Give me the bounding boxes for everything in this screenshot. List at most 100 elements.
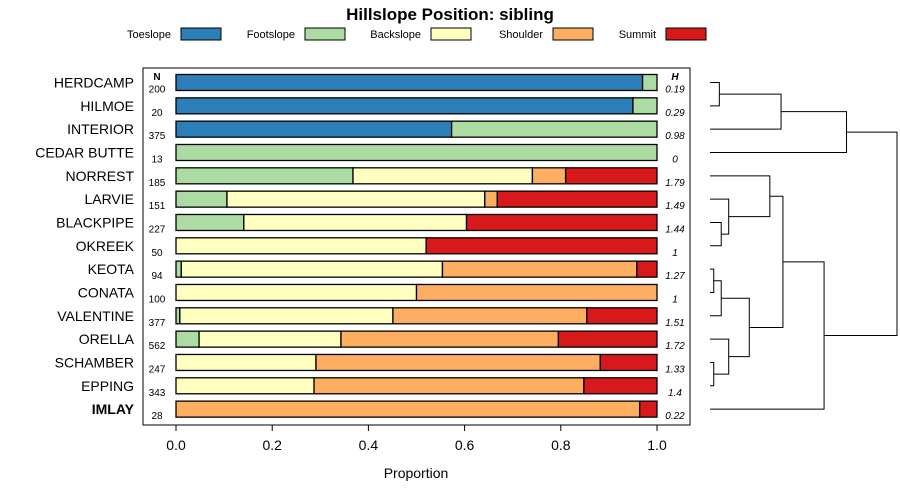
bar-orella-shoulder (340, 330, 560, 348)
h-value-herdcamp: 0.19 (665, 85, 685, 96)
row-label-cedar-butte: CEDAR BUTTE (35, 144, 134, 160)
row-label-hilmoe: HILMOE (80, 98, 134, 114)
x-tick-label-2: 0.4 (359, 437, 379, 453)
bar-keota-shoulder (441, 260, 638, 278)
bar-larvie-shoulder (484, 190, 498, 208)
legend-label-summit: Summit (619, 29, 656, 41)
bar-conata-shoulder (415, 283, 658, 302)
dendrogram-merge-c8 (710, 280, 722, 317)
bar-schamber-backslope (175, 353, 317, 372)
n-value-epping: 343 (149, 388, 166, 399)
dendrogram-merge-c7 (710, 268, 715, 293)
bar-herdcamp-toeslope (175, 73, 644, 92)
legend-label-shoulder: Shoulder (499, 29, 543, 41)
bar-blackpipe-summit (465, 213, 658, 232)
dendrogram-merge-c13 (710, 261, 825, 410)
n-value-orella: 562 (149, 341, 166, 352)
n-value-hilmoe: 20 (151, 108, 163, 119)
legend-swatch-shoulder (552, 27, 594, 41)
bar-herdcamp-footslope (641, 73, 658, 92)
h-value-epping: 1.4 (668, 388, 682, 399)
h-value-imlay: 0.22 (665, 411, 685, 422)
legend-label-footslope: Footslope (247, 29, 295, 41)
h-value-larvie: 1.49 (665, 201, 685, 212)
n-value-cedar-butte: 13 (151, 154, 163, 165)
x-axis: 0.0 0.2 0.4 0.6 0.8 1.0 (166, 425, 667, 453)
bar-keota-backslope (180, 260, 444, 278)
n-value-larvie: 151 (149, 201, 166, 212)
n-value-conata: 100 (149, 294, 166, 305)
bar-imlay-summit (639, 400, 658, 418)
dendrogram-merge-c5 (710, 198, 730, 235)
x-tick-label-0: 0.0 (166, 437, 186, 453)
h-value-cedar-butte: 0 (672, 154, 678, 165)
h-value-valentine: 1.51 (665, 318, 684, 329)
dendrogram-merge-c10 (710, 338, 730, 375)
bar-norrest-backslope (352, 167, 534, 185)
row-label-okreek: OKREEK (76, 238, 135, 254)
legend-label-backslope: Backslope (370, 29, 421, 41)
bar-schamber-summit (599, 353, 658, 372)
h-value-hilmoe: 0.29 (665, 108, 685, 119)
x-tick-label-4: 0.8 (551, 437, 571, 453)
h-value-okreek: 1 (672, 248, 678, 259)
bar-larvie-backslope (226, 190, 486, 208)
row-label-conata: CONATA (78, 284, 135, 300)
row-label-herdcamp: HERDCAMP (54, 75, 134, 91)
h-value-norrest: 1.79 (665, 178, 685, 189)
bar-okreek-summit (425, 237, 658, 255)
row-label-orella: ORELLA (79, 331, 135, 347)
bar-norrest-shoulder (531, 167, 567, 185)
bar-blackpipe-backslope (243, 213, 468, 232)
h-value-conata: 1 (672, 294, 678, 305)
dendrogram-merge-c12 (749, 195, 784, 328)
bar-rows: HERDCAMP 200 0.19 HILMOE 20 0.29 INTERIOR 375 0.… (35, 73, 685, 422)
n-value-okreek: 50 (151, 248, 163, 259)
bar-norrest-summit (564, 167, 658, 185)
row-label-schamber: SCHAMBER (55, 354, 134, 370)
bar-okreek-backslope (175, 237, 427, 255)
bar-orella-footslope (175, 330, 200, 348)
h-value-interior: 0.98 (665, 131, 685, 142)
bar-keota-summit (636, 260, 658, 278)
h-value-blackpipe: 1.44 (665, 224, 685, 235)
bar-larvie-summit (496, 190, 658, 208)
n-value-valentine: 377 (149, 318, 166, 329)
dendrogram-merge-c6 (710, 175, 771, 218)
h-value-keota: 1.27 (665, 271, 685, 282)
dendrogram-merge-c2 (710, 93, 782, 130)
bar-imlay-shoulder (175, 400, 641, 418)
row-label-larvie: LARVIE (84, 191, 134, 207)
legend: Toeslope Footslope Backslope Shoulder Summit (127, 27, 707, 41)
bar-epping-backslope (175, 377, 315, 395)
dendrogram-merge-c11 (721, 297, 750, 358)
x-axis-title: Proportion (384, 465, 449, 481)
n-value-schamber: 247 (149, 364, 166, 375)
n-value-keota: 94 (151, 271, 163, 282)
dendrogram-merge-c9 (710, 361, 715, 387)
bar-conata-backslope (175, 283, 418, 302)
bar-interior-footslope (450, 120, 658, 138)
bar-valentine-backslope (179, 307, 394, 325)
dendrogram-merge-c3 (710, 111, 848, 153)
row-label-interior: INTERIOR (67, 121, 134, 137)
legend-swatch-backslope (430, 27, 472, 41)
bar-orella-summit (557, 330, 658, 348)
row-label-imlay: IMLAY (92, 401, 135, 417)
bar-cedar-butte-footslope (175, 143, 658, 162)
row-label-keota: KEOTA (88, 261, 135, 277)
legend-swatch-footslope (304, 27, 346, 41)
x-tick-label-1: 0.2 (262, 437, 282, 453)
bar-valentine-summit (586, 307, 658, 325)
legend-swatch-summit (665, 27, 707, 41)
n-value-herdcamp: 200 (149, 85, 166, 96)
h-value-schamber: 1.33 (665, 364, 685, 375)
n-value-interior: 375 (149, 131, 166, 142)
bar-keota-footslope (175, 260, 182, 278)
bar-larvie-footslope (175, 190, 228, 208)
bar-schamber-shoulder (315, 353, 601, 372)
row-label-norrest: NORREST (66, 168, 135, 184)
bar-orella-backslope (198, 330, 342, 348)
bar-interior-toeslope (175, 120, 453, 138)
h-value-orella: 1.72 (665, 341, 685, 352)
